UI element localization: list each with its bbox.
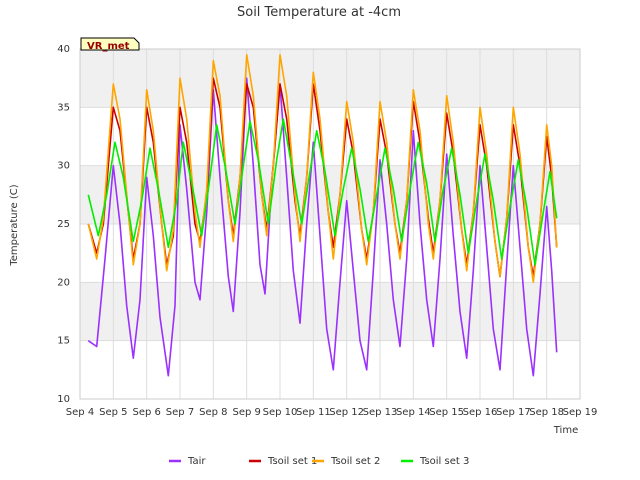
y-tick-label: 25 — [57, 219, 70, 230]
background-band — [80, 107, 580, 166]
x-tick-label: Sep 17 — [496, 407, 531, 418]
background-band — [80, 49, 580, 108]
x-tick-label: Sep 14 — [396, 407, 431, 418]
series-line-tair — [87, 77, 558, 377]
y-tick-label: 10 — [57, 394, 70, 405]
y-axis-ticks: 10 15 20 25 30 35 40 — [57, 44, 70, 405]
x-axis-label: Time — [553, 425, 578, 436]
y-tick-label: 20 — [57, 277, 70, 288]
background-band — [80, 282, 580, 341]
x-tick-label: Sep 7 — [166, 407, 194, 418]
legend-label-tair: Tair — [187, 456, 206, 467]
x-tick-label: Sep 19 — [563, 407, 598, 418]
x-tick-label: Sep 8 — [199, 407, 227, 418]
site-tag-label: VR_met — [87, 41, 130, 52]
site-tag: VR_met — [80, 37, 140, 52]
legend-label-tsoil-set-1: Tsoil set 1 — [267, 456, 317, 467]
x-tick-label: Sep 16 — [463, 407, 498, 418]
x-tick-label: Sep 13 — [363, 407, 398, 418]
legend: Tair Tsoil set 1 Tsoil set 2 Tsoil set 3 — [169, 456, 469, 467]
x-tick-label: Sep 9 — [232, 407, 260, 418]
x-tick-label: Sep 6 — [132, 407, 160, 418]
x-tick-label: Sep 12 — [329, 407, 364, 418]
series-line-tsoil-set-2 — [87, 54, 558, 284]
series-layer — [87, 54, 558, 377]
chart-title: Soil Temperature at -4cm — [237, 5, 401, 20]
series-line-tsoil-set-3 — [87, 118, 558, 266]
x-tick-label: Sep 4 — [66, 407, 94, 418]
x-tick-label: Sep 10 — [263, 407, 298, 418]
x-axis-ticks: Sep 4 Sep 5 Sep 6 Sep 7 Sep 8 Sep 9 Sep 10Sep … — [66, 407, 598, 418]
y-tick-label: 15 — [57, 336, 70, 347]
background-bands — [80, 49, 580, 399]
y-axis-label: Temperature (C) — [9, 184, 20, 266]
y-tick-label: 35 — [57, 102, 70, 113]
y-tick-label: 40 — [57, 44, 70, 55]
x-tick-label: Sep 18 — [529, 407, 564, 418]
y-tick-label: 30 — [57, 161, 70, 172]
plot-frame — [79, 48, 581, 400]
x-tick-label: Sep 5 — [99, 407, 127, 418]
legend-label-tsoil-set-3: Tsoil set 3 — [419, 456, 469, 467]
legend-label-tsoil-set-2: Tsoil set 2 — [330, 456, 380, 467]
x-tick-label: Sep 15 — [429, 407, 464, 418]
x-tick-label: Sep 11 — [296, 407, 331, 418]
site-tag-box — [80, 37, 140, 51]
